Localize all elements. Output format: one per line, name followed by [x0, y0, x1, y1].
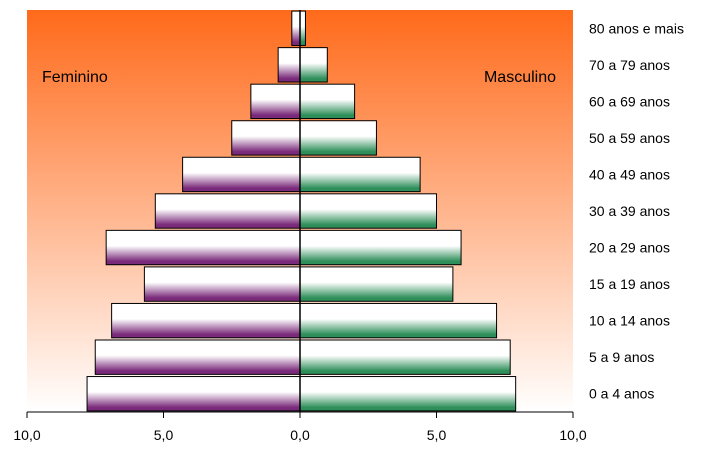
bar-masculino-3 [299, 266, 454, 302]
bar-masculino-4 [299, 229, 462, 266]
bar-feminino-3 [143, 266, 301, 302]
bar-masculino-1 [299, 339, 511, 375]
x-axis-ticks: 10,0 5,0 0,0 5,0 10,0 [13, 412, 587, 443]
bar-masculino-5 [299, 193, 437, 229]
category-labels: 0 a 4 anos 5 a 9 anos 10 a 14 anos 15 a 19 … [589, 20, 684, 401]
category-label-6: 40 a 49 anos [589, 166, 670, 182]
bars-layer [86, 10, 517, 412]
bar-masculino-7 [299, 120, 377, 156]
category-label-0: 0 a 4 anos [589, 386, 654, 402]
category-label-2: 10 a 14 anos [589, 313, 670, 329]
bar-feminino-0 [86, 376, 301, 412]
x-tick-label-3: 5,0 [427, 427, 447, 443]
bar-feminino-5 [154, 193, 301, 229]
bar-feminino-8 [250, 83, 301, 120]
bar-masculino-2 [299, 302, 498, 339]
legend-feminino: Feminino [42, 69, 108, 86]
category-label-5: 30 a 39 anos [589, 203, 670, 219]
category-label-9: 70 a 79 anos [589, 57, 670, 73]
category-label-1: 5 a 9 anos [589, 349, 654, 365]
category-label-7: 50 a 59 anos [589, 130, 670, 146]
bar-masculino-10 [299, 10, 306, 46]
bar-masculino-6 [299, 156, 421, 193]
x-tick-label-4: 10,0 [559, 427, 586, 443]
category-label-8: 60 a 69 anos [589, 93, 670, 109]
x-tick-label-1: 5,0 [154, 427, 174, 443]
x-tick-label-0: 10,0 [13, 427, 40, 443]
bar-masculino-9 [299, 47, 328, 83]
category-label-10: 80 anos e mais [589, 20, 684, 36]
category-label-4: 20 a 29 anos [589, 240, 670, 256]
legend-masculino: Masculino [484, 69, 556, 86]
bar-feminino-2 [111, 302, 301, 339]
bar-feminino-1 [94, 339, 301, 375]
bar-feminino-6 [182, 156, 301, 193]
bar-feminino-9 [277, 47, 301, 83]
bar-masculino-0 [299, 376, 517, 412]
x-tick-label-2: 0,0 [290, 427, 310, 443]
bar-feminino-7 [231, 120, 301, 156]
bar-feminino-4 [105, 229, 301, 266]
category-label-3: 15 a 19 anos [589, 276, 670, 292]
bar-masculino-8 [299, 83, 356, 120]
bar-feminino-10 [291, 10, 301, 46]
